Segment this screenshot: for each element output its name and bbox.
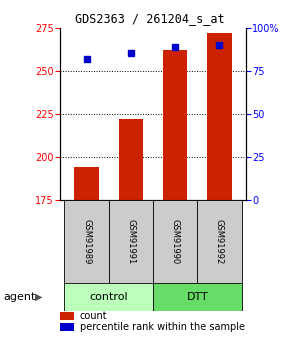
Bar [197,200,242,283]
Bar [109,200,153,283]
Text: percentile rank within the sample: percentile rank within the sample [80,322,244,332]
Bar [163,50,187,200]
Bar [64,283,153,310]
Text: GDS2363 / 261204_s_at: GDS2363 / 261204_s_at [75,12,225,25]
Bar [153,283,242,310]
Text: agent: agent [3,292,35,302]
Text: count: count [80,311,107,321]
Bar [60,323,74,331]
Bar [153,200,197,283]
Text: GSM91991: GSM91991 [126,219,135,264]
Bar [64,200,109,283]
Text: GSM91990: GSM91990 [171,219,180,264]
Text: control: control [89,292,128,302]
Text: GSM91989: GSM91989 [82,219,91,264]
Text: DTT: DTT [186,292,208,302]
Bar [119,119,143,200]
Bar [60,312,74,320]
Bar [207,33,232,200]
Bar [74,167,99,200]
Text: GSM91992: GSM91992 [215,219,224,264]
Text: ▶: ▶ [34,292,42,302]
